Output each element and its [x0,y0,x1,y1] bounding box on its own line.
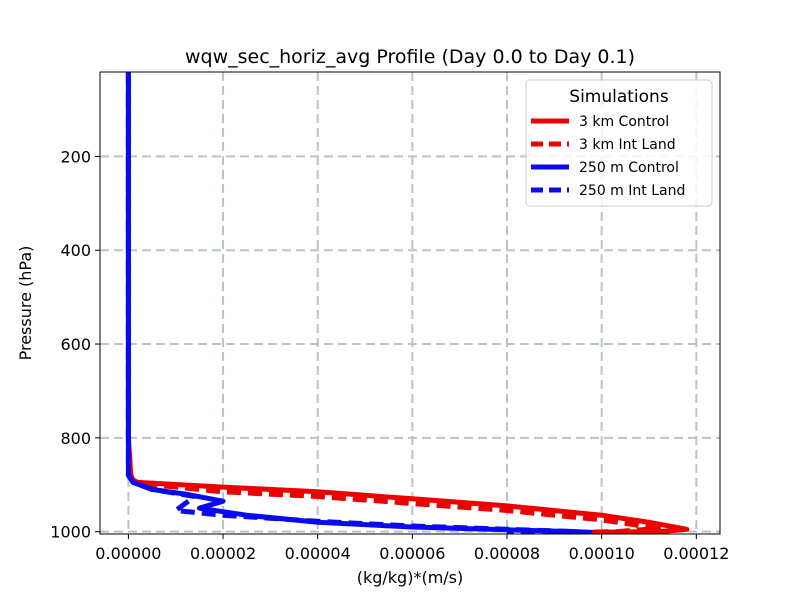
y-tick-label: 600 [60,335,91,354]
y-axis-label: Pressure (hPa) [16,246,35,361]
x-tick-label: 0.00002 [190,544,256,563]
y-tick-label: 800 [60,429,91,448]
series-line-250-m-int-land [125,72,581,534]
x-tick-label: 0.00006 [379,544,445,563]
x-tick-label: 0.00004 [285,544,351,563]
x-tick-label: 0.00008 [474,544,540,563]
y-tick-label: 200 [60,147,91,166]
legend-entry-label: 250 m Control [579,160,679,176]
y-tick-label: 1000 [50,523,91,542]
legend-box [525,79,713,207]
x-tick-label: 0.00012 [663,544,729,563]
x-tick-label: 0.00010 [569,544,635,563]
x-tick-label: 0.00000 [95,544,161,563]
legend-entry-label: 3 km Int Land [579,137,676,153]
series-lines [125,72,690,534]
legend-entry-label: 250 m Int Land [579,183,685,199]
y-tick-label: 400 [60,241,91,260]
legend-entry-label: 3 km Control [579,114,669,130]
plot-frame [99,71,721,535]
legend-title: Simulations [569,87,669,107]
x-axis-label: (kg/kg)*(m/s) [357,568,464,587]
legend: Simulations 3 km Control 3 km Int Land 250… [525,79,713,207]
grid [100,72,720,534]
axis-ticks: 0.00000 0.00002 0.00004 0.00006 0.00008 0.000… [50,147,729,563]
chart-title: wqw_sec_horiz_avg Profile (Day 0.0 to Da… [185,46,635,68]
